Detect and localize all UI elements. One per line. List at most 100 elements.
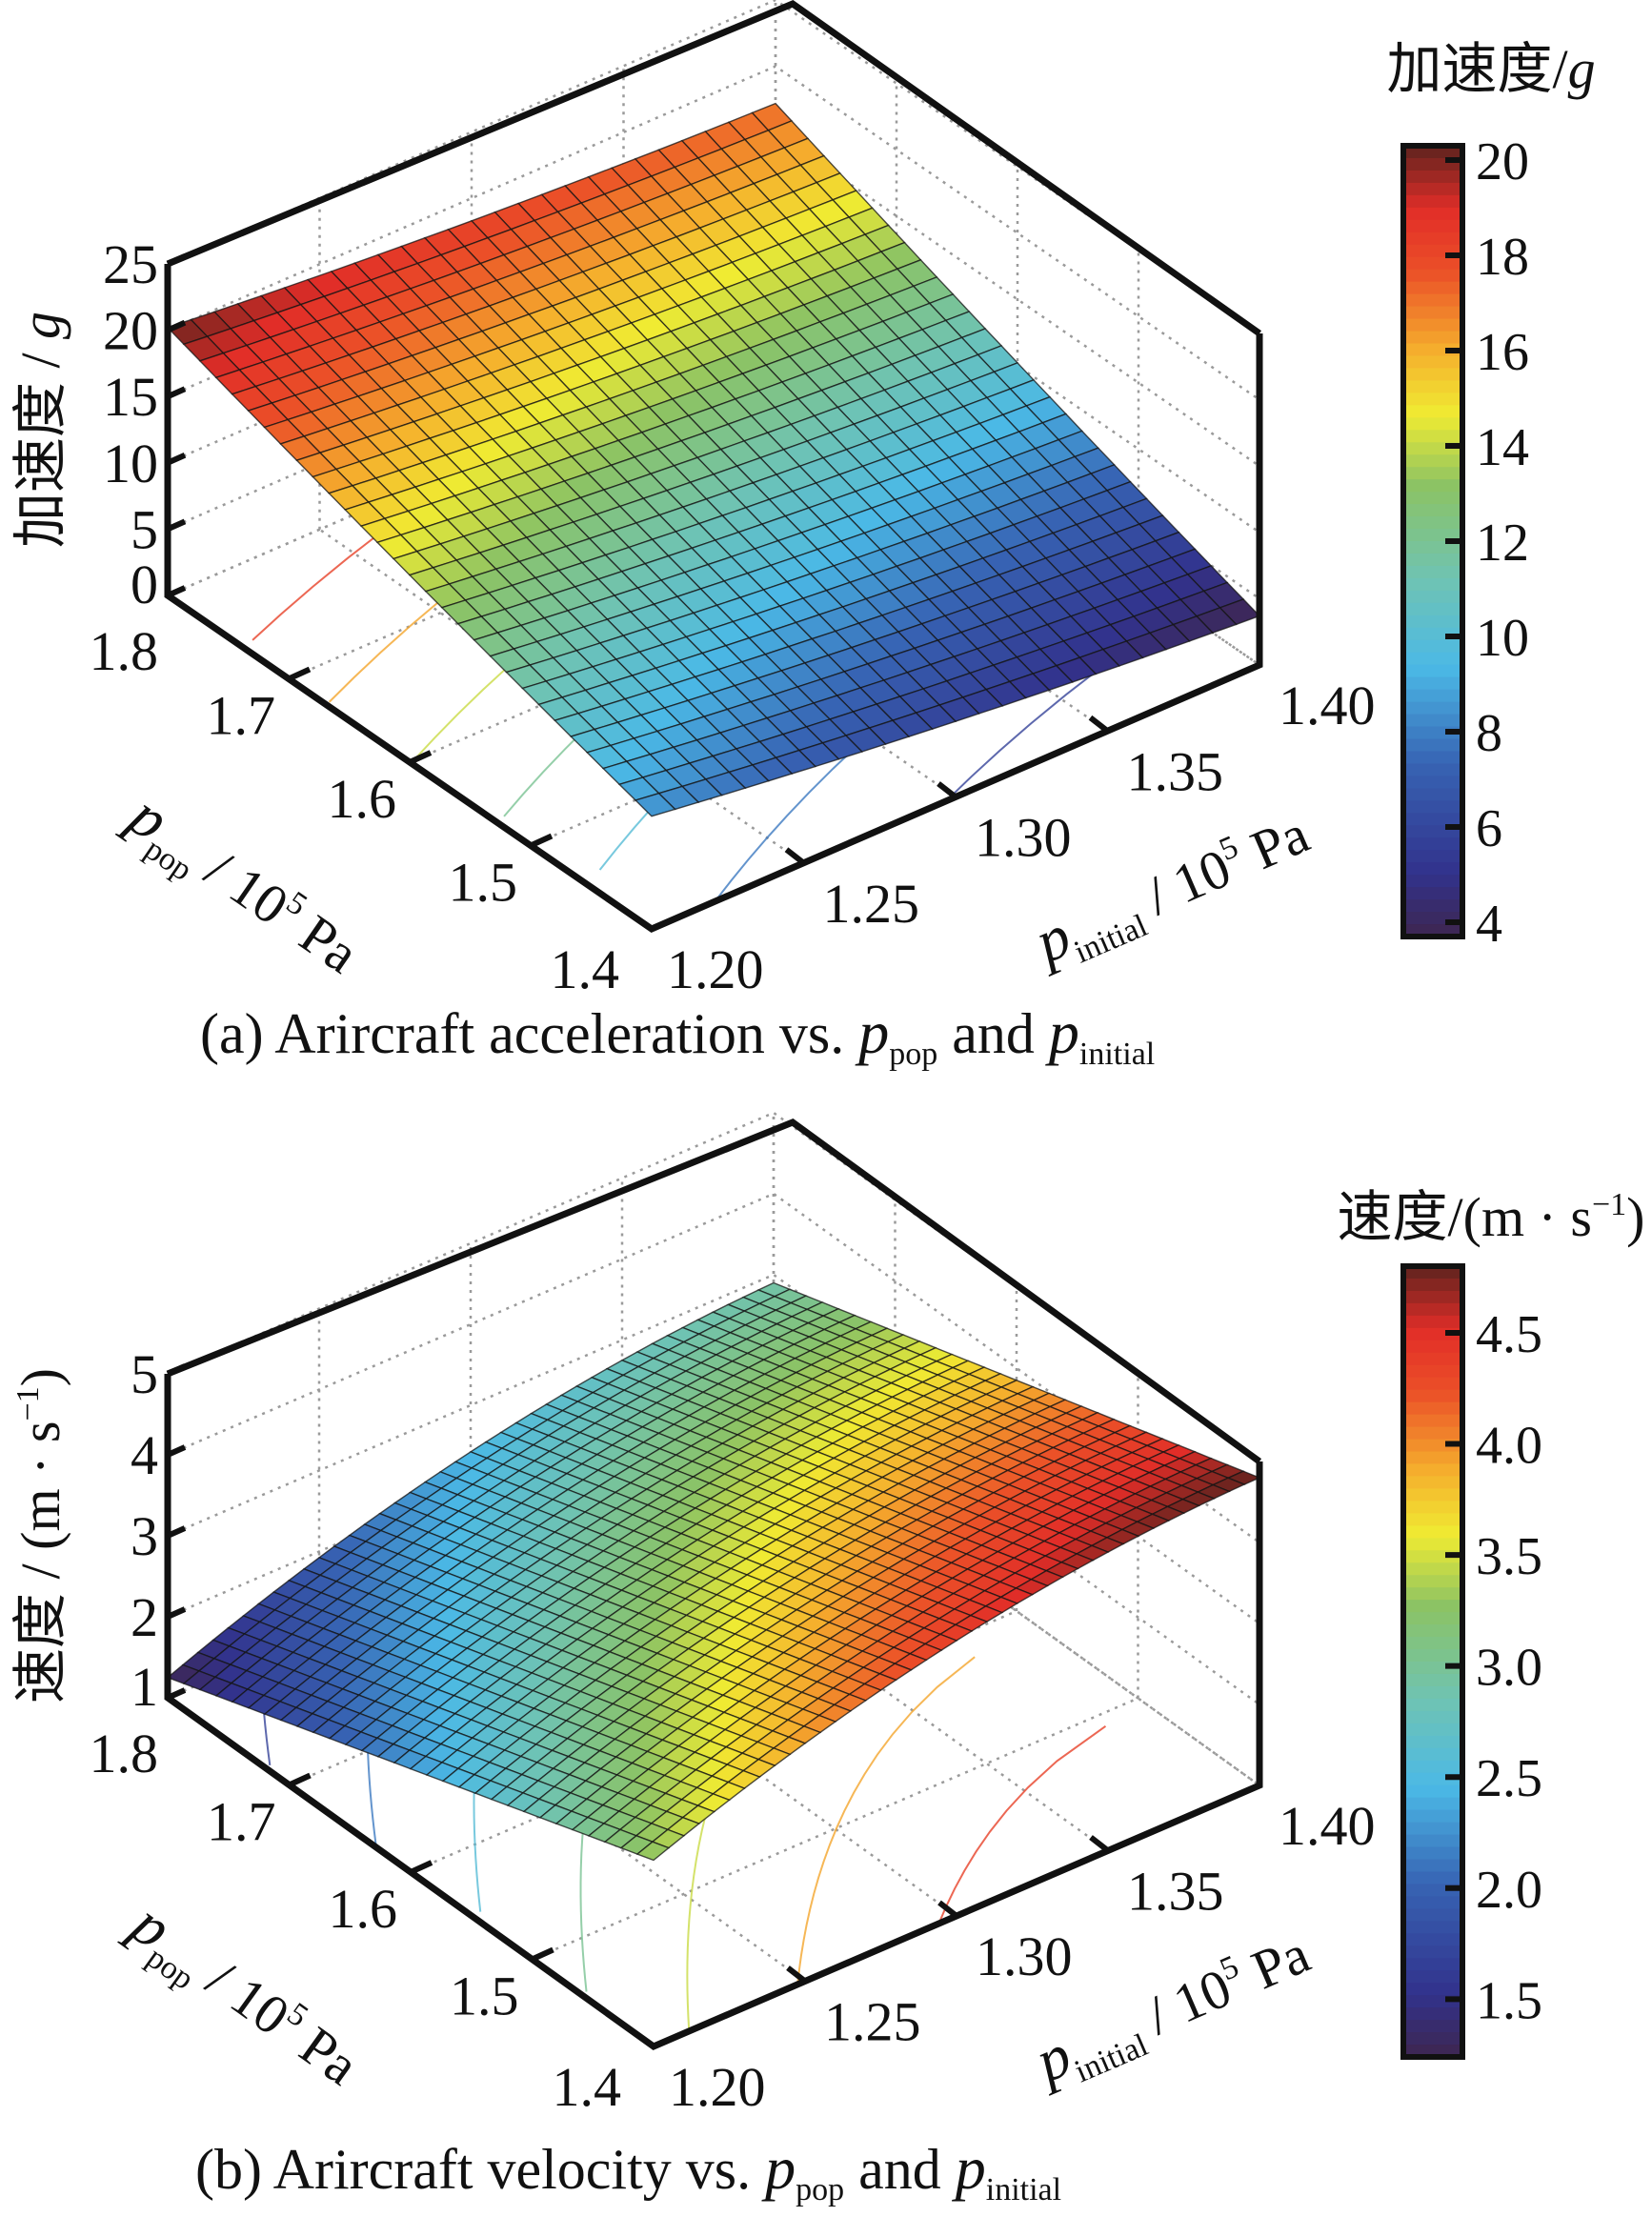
colorbar-band	[1403, 776, 1462, 790]
colorbar-band	[1403, 1735, 1462, 1749]
colorbar-band	[1403, 899, 1462, 914]
colorbar: 4 6 8 10 12 14 16 18 20 加速度/g	[1386, 38, 1595, 954]
colorbar-band	[1403, 1488, 1462, 1502]
colorbar-band	[1403, 738, 1462, 753]
colorbar-band	[1403, 689, 1462, 703]
figure-caption: (a) Arircraft acceleration vs. ppop and …	[200, 998, 1155, 1072]
colorbar-band	[1403, 1637, 1462, 1651]
colorbar-band	[1403, 281, 1462, 295]
z-tick-label: 0	[131, 554, 158, 615]
colorbar-band	[1403, 887, 1462, 901]
colorbar-band	[1403, 1525, 1462, 1540]
colorbar-band	[1403, 639, 1462, 654]
chart-panel-b: 1 2 3 4 5 1.4 1.5 1.6 1.7 1.8 1.20 1.25 1.30 1.35 1.40…	[10, 1111, 1645, 2207]
colorbar-band	[1403, 479, 1462, 494]
x-tick	[531, 1946, 554, 1963]
y-tick-label: 1.20	[669, 2056, 766, 2118]
colorbar-band	[1403, 1698, 1462, 1712]
y-tick	[1088, 715, 1110, 734]
colorbar-band	[1403, 1278, 1462, 1292]
colorbar-band	[1403, 1587, 1462, 1602]
z-tick	[166, 253, 187, 267]
colorbar-band	[1403, 763, 1462, 777]
z-tick-label: 20	[103, 300, 158, 362]
surface	[166, 1281, 1261, 1862]
colorbar-band	[1403, 1859, 1462, 1873]
z-tick-label: 1	[131, 1656, 158, 1718]
x-tick	[288, 1772, 312, 1788]
colorbar-band	[1403, 269, 1462, 283]
z-tick-label: 10	[103, 433, 158, 494]
colorbar-band	[1403, 232, 1462, 246]
colorbar-band	[1403, 1921, 1462, 1935]
colorbar-band	[1403, 170, 1462, 184]
y-tick	[1089, 1835, 1110, 1853]
z-tick	[166, 453, 187, 466]
colorbar-band	[1403, 2032, 1462, 2046]
colorbar-band	[1403, 256, 1462, 271]
colorbar-title: 速度/(m · s−1)	[1338, 1186, 1645, 1248]
colorbar-band	[1403, 293, 1462, 308]
y-tick-label: 1.25	[823, 873, 920, 935]
colorbar-band	[1403, 219, 1462, 233]
colorbar-band	[1403, 1612, 1462, 1626]
z-tick-label: 3	[131, 1505, 158, 1567]
axis-frame	[164, 1374, 1263, 2050]
axis-top-edge	[166, 1119, 1262, 1464]
colorbar-band	[1403, 1908, 1462, 1923]
colorbar-band	[1403, 1513, 1462, 1527]
z-tick-label: 2	[131, 1586, 158, 1648]
y-tick-label: 1.25	[824, 1991, 921, 2053]
x-tick	[408, 750, 433, 765]
colorbar-band	[1403, 1871, 1462, 1885]
colorbar-band	[1403, 1649, 1462, 1663]
colorbar-band	[1403, 207, 1462, 221]
colorbar-band	[1403, 1600, 1462, 1614]
colorbar-tick-label: 14	[1476, 418, 1529, 477]
colorbar-band	[1403, 146, 1462, 159]
colorbar-band	[1403, 368, 1462, 382]
colorbar-band	[1403, 590, 1462, 604]
colorbar-band	[1403, 1538, 1462, 1552]
colorbar-band	[1403, 1463, 1462, 1478]
colorbar-band	[1403, 1710, 1462, 1724]
x-tick-label: 1.4	[551, 938, 620, 1000]
colorbar-band	[1403, 837, 1462, 852]
x-tick-label: 1.6	[328, 768, 397, 830]
colorbar-band	[1403, 380, 1462, 394]
colorbar-band	[1403, 862, 1462, 877]
z-tick	[166, 518, 187, 533]
colorbar-band	[1403, 417, 1462, 432]
z-axis-title: 速度 / (m · s−1)	[10, 1368, 71, 1703]
z-tick-label: 5	[131, 498, 158, 560]
colorbar-band	[1403, 1315, 1462, 1329]
colorbar-band	[1403, 1266, 1462, 1280]
x-tick-label: 1.5	[449, 852, 518, 914]
axes-box	[164, 1119, 1263, 2050]
colorbar-band	[1403, 1970, 1462, 1985]
x-tick-label: 1.8	[90, 620, 159, 682]
colorbar-band	[1403, 1401, 1462, 1416]
colorbar-band	[1403, 1846, 1462, 1861]
colorbar-band	[1403, 541, 1462, 554]
colorbar-band	[1403, 405, 1462, 419]
y-tick-label: 1.40	[1279, 675, 1376, 736]
colorbar-band	[1403, 492, 1462, 506]
colorbar-band	[1403, 1834, 1462, 1848]
z-tick	[166, 1606, 187, 1620]
contour-line	[796, 1656, 976, 1985]
colorbar-band	[1403, 355, 1462, 370]
y-tick	[786, 1965, 807, 1984]
x-tick-label: 1.7	[207, 1791, 276, 1853]
colorbar-band	[1403, 393, 1462, 407]
surface-face	[635, 1841, 671, 1862]
y-tick	[784, 847, 806, 866]
colorbar-band	[1403, 553, 1462, 567]
colorbar-band	[1403, 701, 1462, 715]
colorbar-band	[1403, 1624, 1462, 1639]
colorbar-band	[1403, 331, 1462, 345]
colorbar-band	[1403, 182, 1462, 196]
colorbar-band	[1403, 1896, 1462, 1910]
x-tick-label: 1.4	[553, 2056, 622, 2118]
